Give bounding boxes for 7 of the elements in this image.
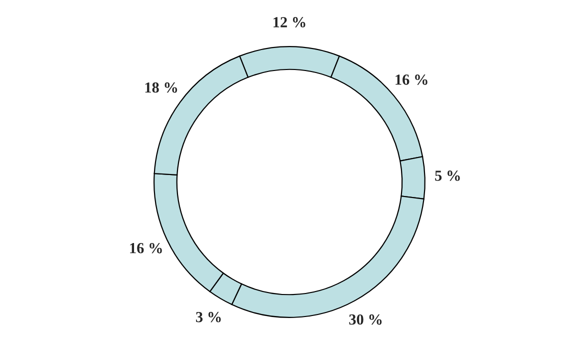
data-label: 5 %	[435, 170, 460, 181]
data-label: 3 %	[196, 312, 221, 322]
data-label: 30 %	[349, 314, 382, 325]
data-label: 16 %	[396, 74, 428, 85]
data-label: 16 %	[130, 242, 162, 254]
data-label: 12 %	[274, 17, 306, 28]
data-label: 18 %	[145, 82, 178, 93]
